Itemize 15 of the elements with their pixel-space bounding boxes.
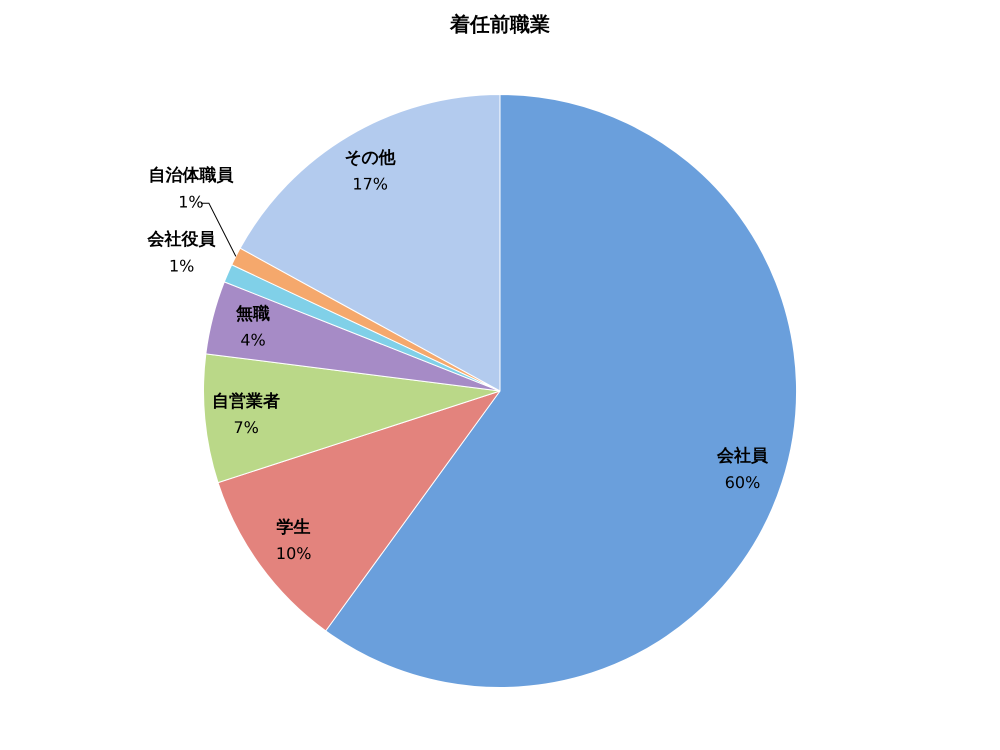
data-label: 17% [352, 174, 388, 194]
slice-label: 会社役員 [146, 230, 217, 250]
slice-label: 学生 [276, 517, 311, 538]
slice-label: 自営業者 [212, 391, 280, 412]
data-label: 60% [724, 472, 760, 492]
data-label: 1% [178, 192, 204, 212]
data-label: 1% [168, 256, 194, 276]
data-label: 4% [240, 330, 266, 350]
slice-label: 自治体職員 [148, 166, 234, 186]
chart-title: 着任前職業 [449, 12, 550, 36]
slice-label: その他 [344, 148, 397, 168]
slice-label: 会社員 [716, 446, 770, 466]
data-label: 10% [276, 544, 312, 564]
data-label: 7% [233, 418, 259, 438]
slice-label: 無職 [235, 304, 270, 324]
